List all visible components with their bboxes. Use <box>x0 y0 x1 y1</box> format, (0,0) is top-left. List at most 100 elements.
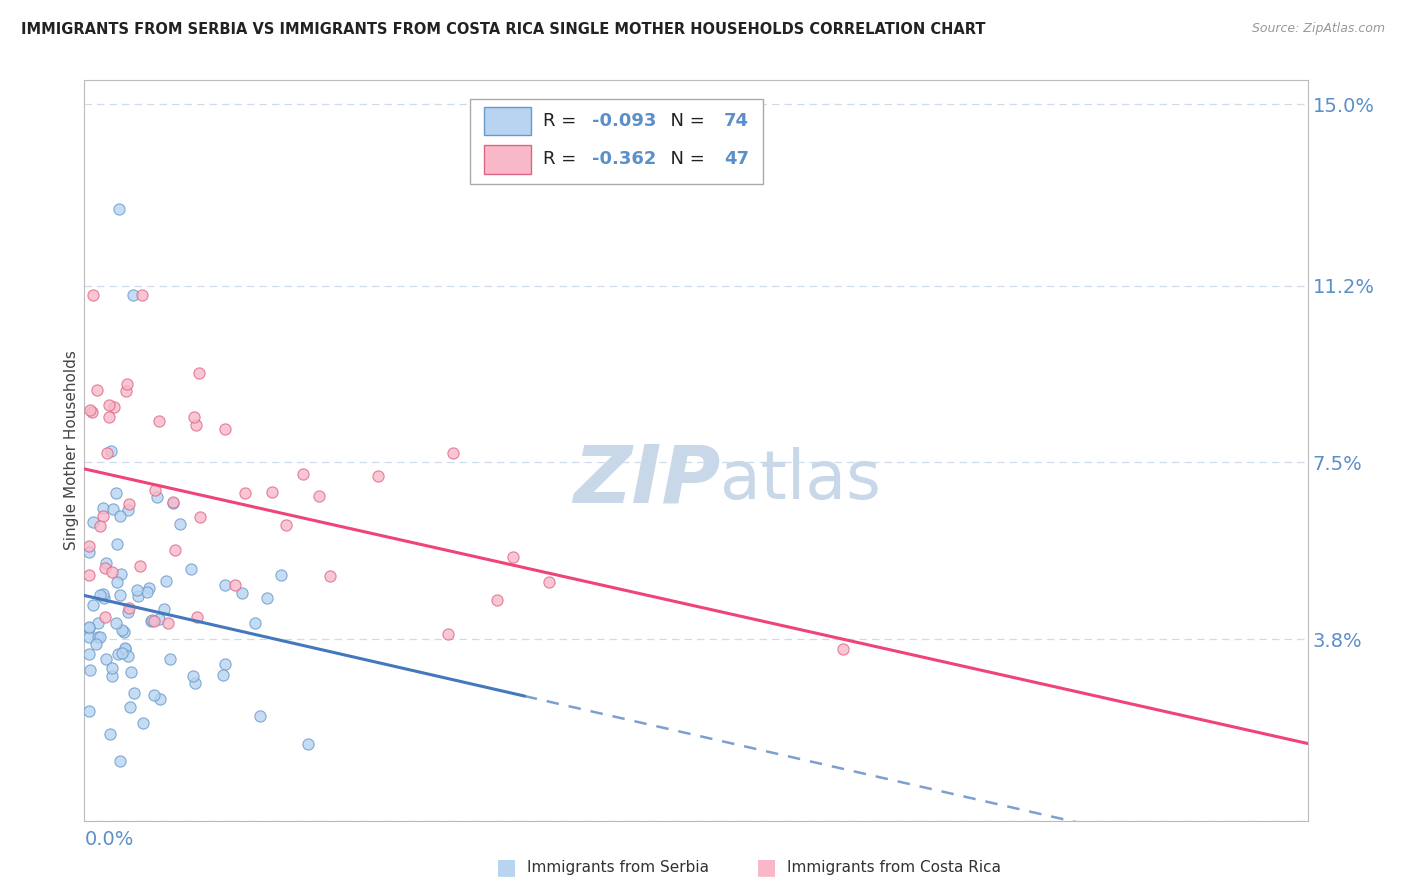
Bar <box>484 107 531 135</box>
Point <box>77 647 100 661</box>
Point <box>87 630 110 644</box>
Point <box>122 686 145 700</box>
Point <box>114 642 136 657</box>
Point <box>180 562 202 576</box>
Point <box>262 484 284 499</box>
Point <box>120 665 142 679</box>
Point <box>231 586 253 600</box>
Text: IMMIGRANTS FROM SERBIA VS IMMIGRANTS FROM COSTA RICA SINGLE MOTHER HOUSEHOLDS CO: IMMIGRANTS FROM SERBIA VS IMMIGRANTS FRO… <box>21 22 986 37</box>
Point <box>146 490 169 504</box>
Point <box>139 615 162 629</box>
Text: ■: ■ <box>496 857 516 877</box>
Text: R =: R = <box>543 112 582 130</box>
Point <box>110 509 132 524</box>
Point <box>79 664 101 678</box>
Point <box>94 561 117 575</box>
Point <box>115 384 138 399</box>
Point <box>183 409 205 424</box>
Point <box>110 566 132 581</box>
Point <box>108 588 131 602</box>
Point <box>142 614 165 628</box>
Point <box>89 588 111 602</box>
Point <box>169 517 191 532</box>
Point <box>127 589 149 603</box>
Point <box>152 601 174 615</box>
Point <box>308 489 330 503</box>
Point <box>156 616 179 631</box>
Point <box>108 754 131 768</box>
Point <box>79 402 101 417</box>
Text: N =: N = <box>659 112 711 130</box>
Point <box>214 422 236 436</box>
Point <box>319 569 342 583</box>
Point <box>89 519 111 533</box>
Point <box>114 640 136 655</box>
Point <box>82 288 104 302</box>
Point <box>125 583 148 598</box>
Point <box>100 668 122 682</box>
Text: N =: N = <box>659 151 711 169</box>
Point <box>214 657 236 671</box>
Point <box>107 648 129 662</box>
Point <box>100 660 122 674</box>
Point <box>117 649 139 664</box>
Bar <box>484 145 531 174</box>
Point <box>186 609 208 624</box>
Text: 47: 47 <box>724 151 749 169</box>
Point <box>77 539 100 553</box>
Point <box>212 668 235 682</box>
Text: 0.0%: 0.0% <box>84 830 134 849</box>
Point <box>98 727 121 741</box>
Text: -0.093: -0.093 <box>592 112 657 130</box>
Point <box>117 502 139 516</box>
Point <box>437 627 460 641</box>
Point <box>291 467 314 481</box>
Point <box>143 688 166 702</box>
Point <box>276 518 298 533</box>
Point <box>224 578 246 592</box>
Point <box>94 610 117 624</box>
Point <box>115 377 138 392</box>
Point <box>155 574 177 588</box>
Text: atlas: atlas <box>720 447 882 513</box>
Point <box>100 565 122 579</box>
Point <box>243 616 266 631</box>
FancyBboxPatch shape <box>470 99 763 184</box>
Point <box>256 591 278 606</box>
Point <box>538 574 561 589</box>
Point <box>162 495 184 509</box>
Point <box>91 501 114 516</box>
Text: ■: ■ <box>756 857 776 877</box>
Point <box>97 398 120 412</box>
Point <box>82 598 104 612</box>
Point <box>148 612 170 626</box>
Point <box>187 366 209 380</box>
Point <box>132 715 155 730</box>
Point <box>84 637 107 651</box>
Point <box>270 568 292 582</box>
Point <box>181 668 204 682</box>
Y-axis label: Single Mother Households: Single Mother Households <box>63 351 79 550</box>
Point <box>98 410 121 425</box>
Text: ZIP: ZIP <box>574 441 720 519</box>
Point <box>101 502 124 516</box>
Point <box>94 557 117 571</box>
Point <box>159 652 181 666</box>
Point <box>148 414 170 428</box>
Point <box>131 288 153 302</box>
Point <box>104 615 127 630</box>
Point <box>141 613 163 627</box>
Point <box>77 630 100 644</box>
Text: Source: ZipAtlas.com: Source: ZipAtlas.com <box>1251 22 1385 36</box>
Point <box>441 446 464 460</box>
Point <box>77 704 100 718</box>
Text: -0.362: -0.362 <box>592 151 657 169</box>
Point <box>100 444 122 458</box>
Point <box>138 581 160 595</box>
Point <box>105 537 128 551</box>
Point <box>129 558 152 573</box>
Point <box>184 676 207 690</box>
Point <box>149 692 172 706</box>
Point <box>77 621 100 635</box>
Point <box>77 568 100 582</box>
